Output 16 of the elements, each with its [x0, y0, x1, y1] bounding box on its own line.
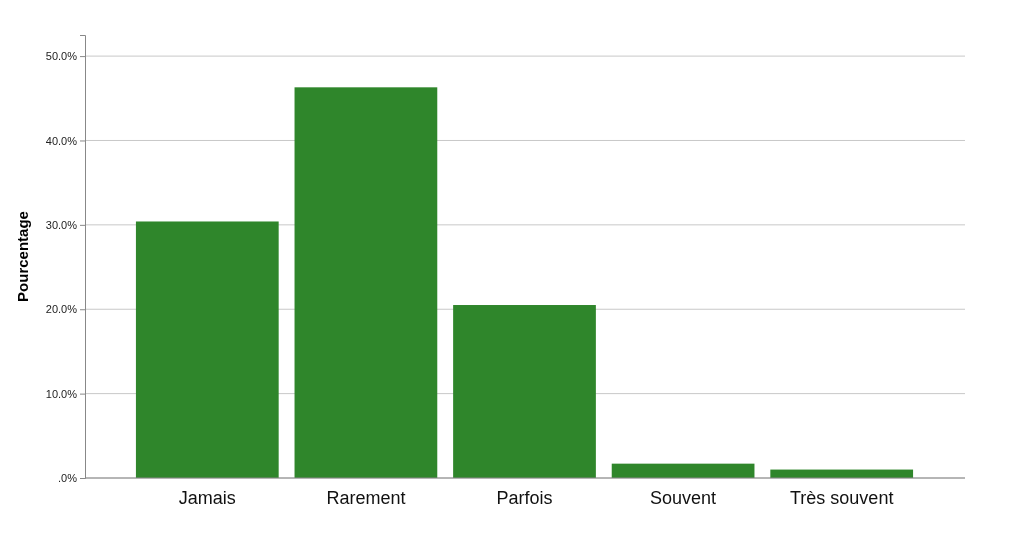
bar — [453, 305, 596, 478]
x-tick-label: Jamais — [178, 488, 236, 509]
y-tick-label: 50.0% — [45, 50, 78, 63]
y-tick-label: 40.0% — [45, 134, 78, 147]
bar — [135, 221, 279, 478]
y-tick-label: 30.0% — [45, 218, 78, 231]
bar — [294, 87, 438, 478]
x-tick-label: Très souvent — [790, 488, 894, 509]
x-tick-label: Souvent — [650, 488, 717, 509]
y-tick-label: .0% — [58, 472, 78, 485]
y-axis-title: Pourcentage — [14, 211, 31, 302]
bar — [611, 463, 755, 478]
y-tick-label: 20.0% — [45, 303, 78, 316]
x-tick-label: Rarement — [326, 488, 406, 509]
y-tick-label: 10.0% — [45, 387, 78, 400]
x-tick-label: Parfois — [496, 488, 553, 509]
